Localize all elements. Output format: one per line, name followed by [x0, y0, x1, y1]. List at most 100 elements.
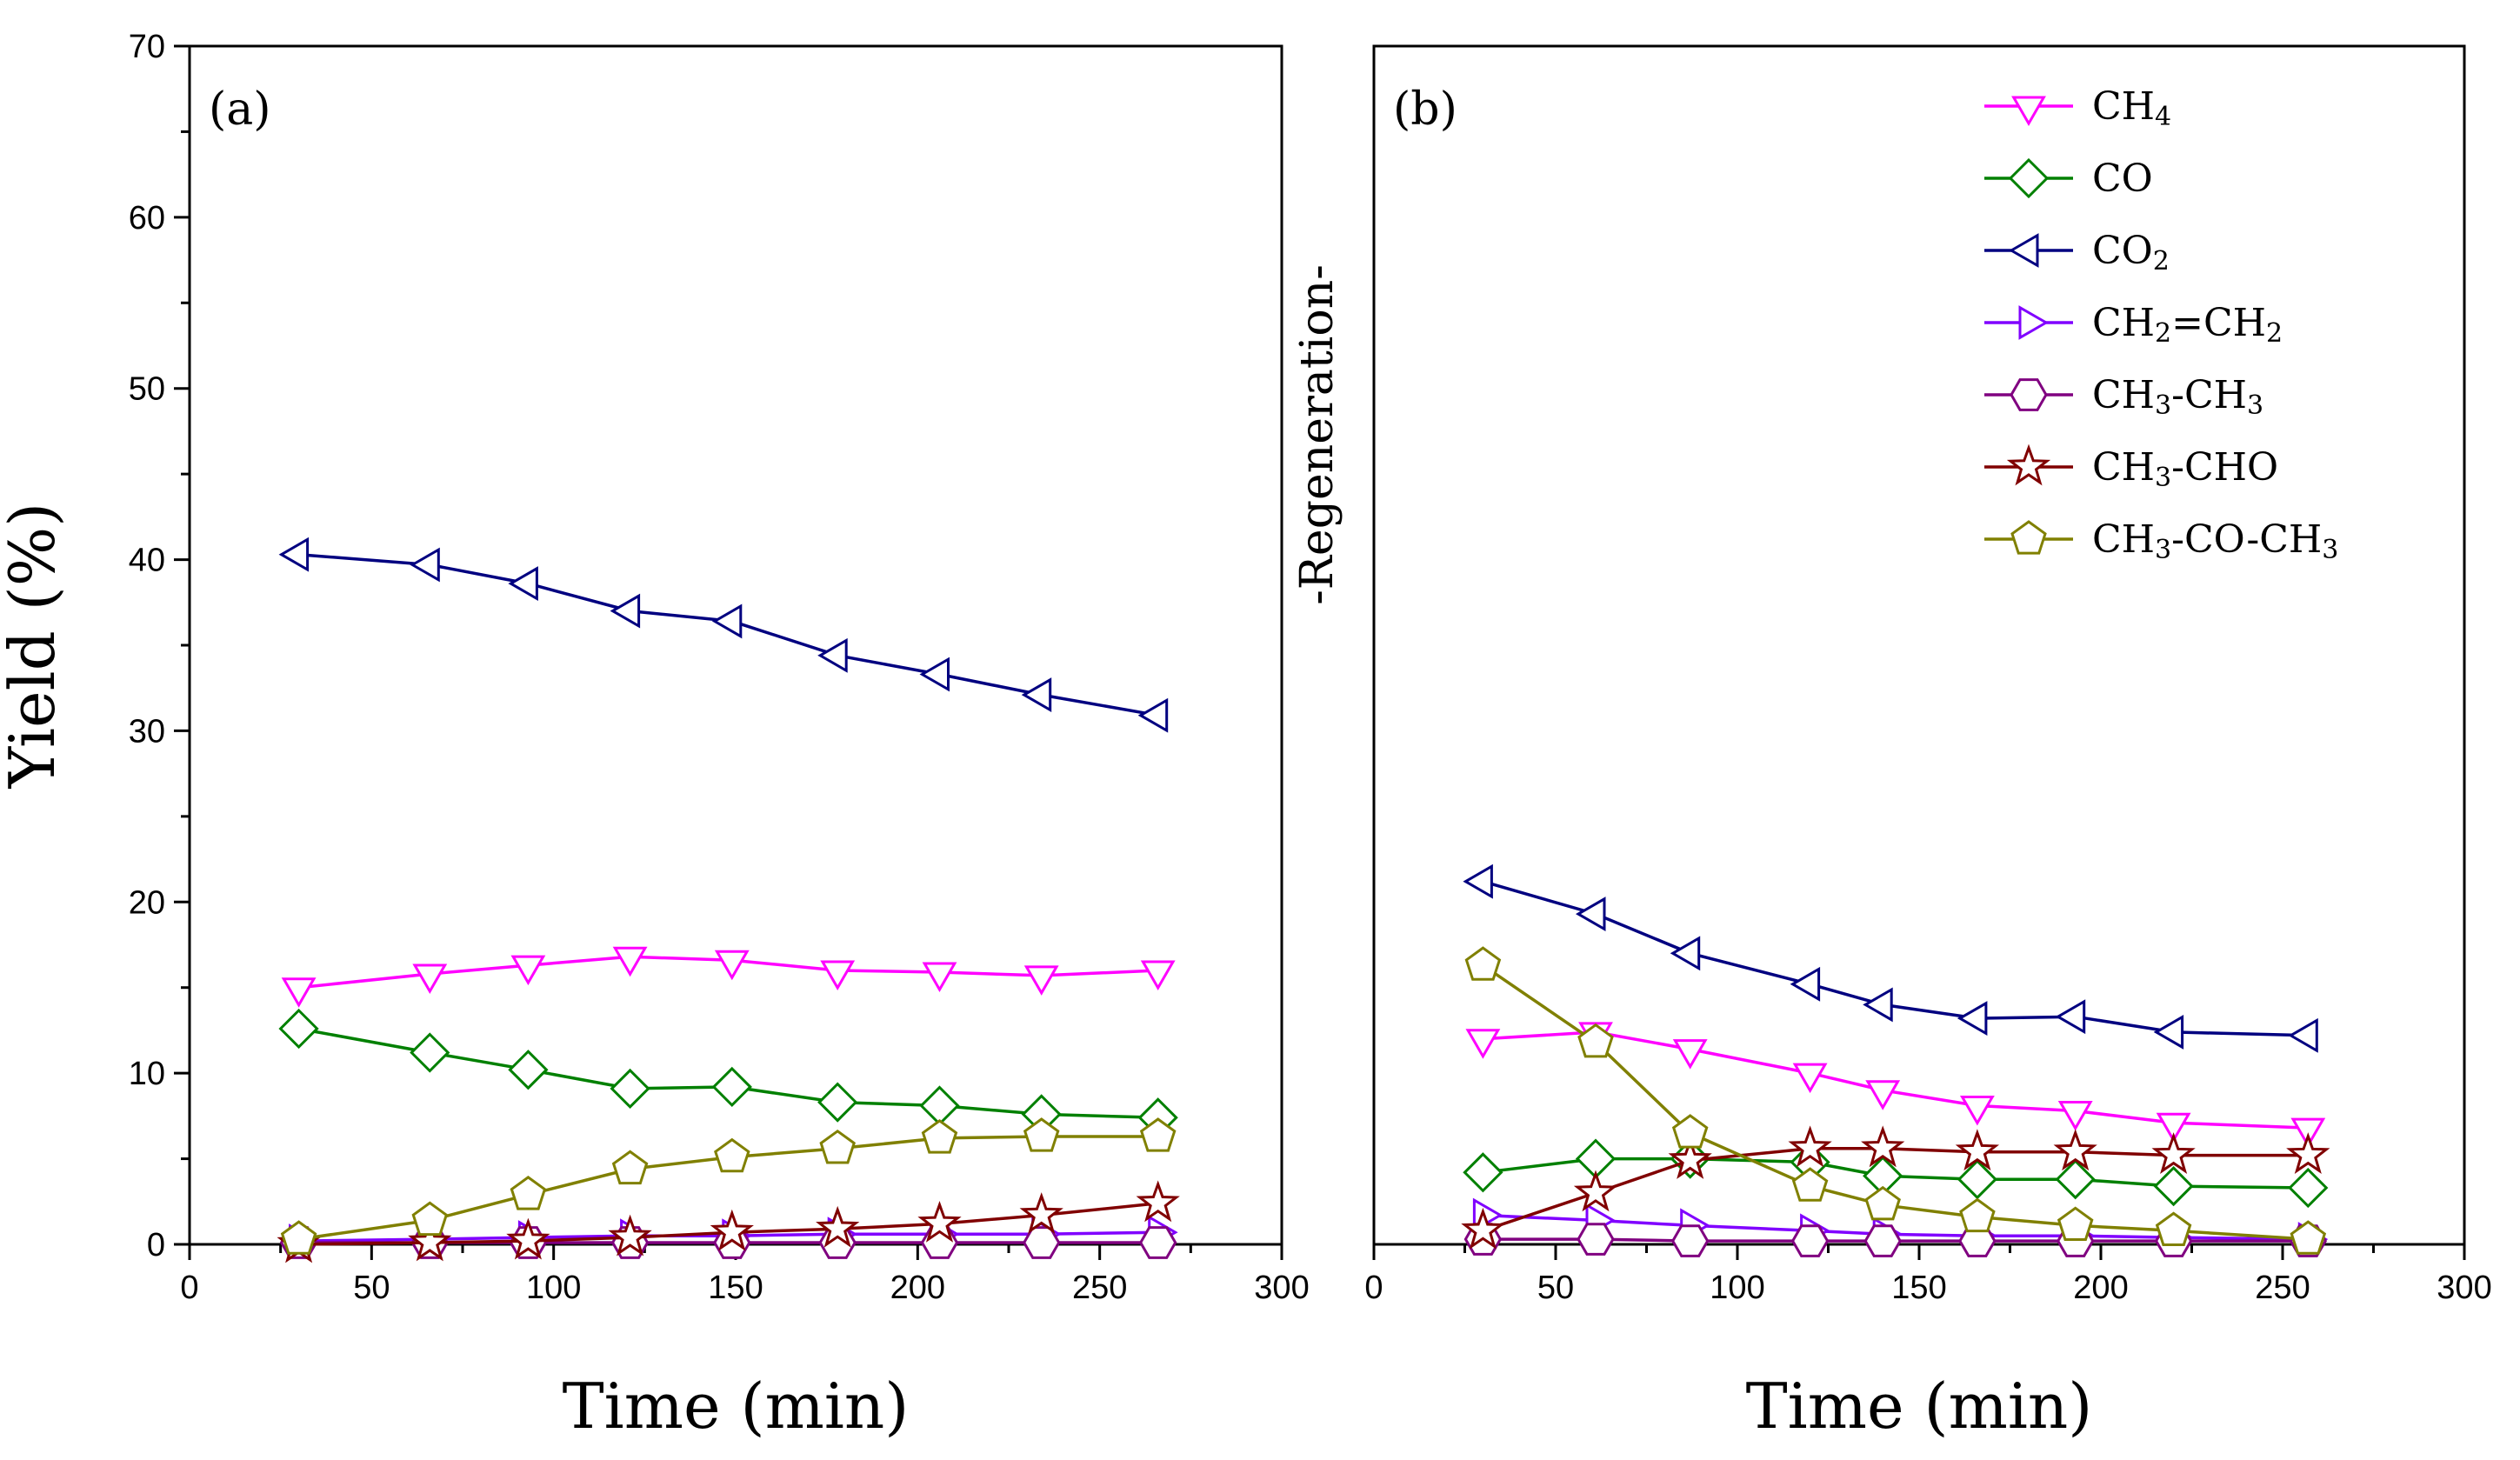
series-co2 — [1463, 863, 2318, 1053]
legend-marker — [2010, 520, 2047, 555]
y-tick-label: 20 — [129, 884, 165, 921]
y-tick-label: 70 — [129, 29, 165, 65]
data-point — [714, 1137, 750, 1173]
legend-marker — [2018, 305, 2050, 340]
legend-entry-c2h4: CH2=CH2 — [1984, 301, 2283, 349]
legend-entry-co2: CO2 — [1984, 229, 2170, 277]
x-tick-label: 250 — [2255, 1270, 2310, 1306]
data-point — [2153, 1165, 2194, 1207]
series-co — [278, 1008, 1178, 1138]
x-tick-label: 300 — [1254, 1270, 1309, 1306]
data-point — [711, 603, 743, 639]
data-point — [608, 1214, 652, 1257]
data-point — [610, 593, 641, 629]
panel-b: 0 50 100 150 200 250 300 (b) Time (min) -Regenera… — [1291, 44, 2492, 1443]
subscript: 3 — [2322, 535, 2338, 565]
data-point — [1864, 1185, 1901, 1221]
legend-entry-c2h6: CH3-CH3 — [1984, 373, 2263, 421]
data-point — [1137, 697, 1169, 733]
data-point — [710, 1209, 754, 1251]
data-point — [2288, 1017, 2318, 1053]
series-acetone — [280, 1117, 1177, 1255]
legend-marker — [2008, 233, 2039, 268]
data-point — [1465, 1029, 1501, 1059]
data-point — [408, 1219, 452, 1262]
data-point — [1671, 1114, 1709, 1149]
data-point — [1792, 1063, 1828, 1094]
data-point — [610, 1068, 650, 1110]
subscript: 2 — [2266, 318, 2283, 349]
subscript: 3 — [2247, 390, 2263, 421]
subscript: 3 — [2155, 535, 2171, 565]
x-tick-label: 200 — [2073, 1270, 2128, 1306]
panel-a: 0 50 100 150 200 250 300 0 10 20 30 40 50 60 70 (a) Time… — [0, 29, 1310, 1443]
data-point — [917, 1200, 962, 1243]
data-point — [1023, 1117, 1060, 1152]
data-point — [1959, 1197, 1996, 1233]
data-point — [280, 1220, 317, 1255]
data-point — [1791, 1167, 1829, 1202]
data-point — [1790, 1224, 1830, 1257]
label-part: CH — [2092, 445, 2155, 490]
x-tick-label: 100 — [1710, 1270, 1764, 1306]
data-point — [2288, 1167, 2329, 1209]
data-point — [506, 1217, 550, 1260]
data-point — [508, 566, 538, 602]
data-point — [410, 547, 440, 583]
data-point — [816, 1205, 860, 1248]
series-line — [1482, 880, 2309, 1037]
x-tick-label: 150 — [708, 1270, 763, 1306]
data-point — [2153, 1014, 2184, 1050]
legend-marker — [2010, 378, 2048, 411]
plot-frame — [188, 44, 1283, 1246]
data-point — [1575, 897, 1606, 932]
data-point — [1861, 1125, 1905, 1168]
data-point — [1959, 1096, 1995, 1126]
plot-frame — [1372, 44, 2466, 1246]
x-tick-label: 300 — [2437, 1270, 2491, 1306]
legend-marker — [2006, 443, 2051, 486]
data-point — [412, 963, 448, 995]
data-point — [510, 955, 546, 986]
y-tick-label: 10 — [129, 1056, 165, 1092]
data-point — [1023, 965, 1059, 996]
label-part: CO — [2092, 157, 2153, 201]
data-point — [278, 1008, 319, 1050]
legend-entry-ch3cho: CH3-CHO — [1984, 443, 2278, 493]
label-part: CH — [2092, 517, 2155, 562]
data-point — [711, 1066, 752, 1108]
data-point — [2055, 999, 2086, 1035]
data-point — [510, 1176, 547, 1210]
data-point — [2053, 1129, 2097, 1171]
data-point — [1577, 1223, 1615, 1256]
x-tick-label: 50 — [1537, 1270, 1574, 1306]
label-part: =CH — [2171, 301, 2266, 345]
label-part: -CHO — [2171, 445, 2278, 490]
y-tick-label: 40 — [129, 543, 165, 579]
data-point — [1670, 936, 1701, 971]
data-point — [1136, 1180, 1180, 1223]
subscript: 3 — [2155, 463, 2171, 493]
subscript: 3 — [2155, 390, 2171, 421]
label-part: CH — [2092, 301, 2155, 345]
legend-marker — [2011, 96, 2046, 127]
y-tick-label: 50 — [129, 371, 165, 408]
legend-marker — [2008, 157, 2050, 199]
data-point — [1957, 1001, 1988, 1037]
data-point — [1957, 1159, 1998, 1200]
data-point — [2151, 1132, 2196, 1174]
data-point — [410, 1032, 450, 1073]
y-axis-title: Yield (%) — [0, 503, 69, 790]
data-point — [919, 657, 950, 692]
data-point — [2055, 1159, 2096, 1200]
data-point — [820, 960, 856, 991]
data-point — [1019, 1192, 1063, 1234]
data-point — [1573, 1170, 1618, 1212]
data-point — [921, 1119, 958, 1154]
y-tick-label: 0 — [147, 1227, 165, 1263]
data-point — [1955, 1129, 2000, 1171]
data-point — [411, 1201, 449, 1237]
data-point — [1863, 987, 1893, 1023]
